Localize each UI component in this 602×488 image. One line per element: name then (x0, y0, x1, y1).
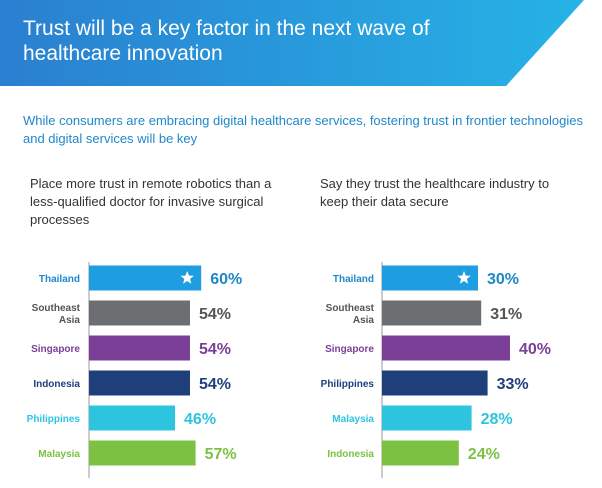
value-label: 54% (199, 306, 231, 323)
category-label: Malaysia (38, 449, 80, 460)
category-label: Southeast Asia (32, 303, 81, 326)
bar (89, 265, 202, 291)
page-subtitle: While consumers are embracing digital he… (23, 113, 583, 146)
category-label: Philippines (27, 414, 81, 425)
category-label: Singapore (325, 344, 374, 355)
value-label: 54% (199, 341, 231, 358)
bar (382, 335, 510, 361)
bar (382, 370, 488, 396)
bar (382, 440, 459, 466)
value-label: 33% (497, 376, 529, 393)
data-security-trust-chart: Thailand 30% Southeast Asia 31% Singapore 40% P… (321, 262, 551, 478)
bar (89, 405, 176, 431)
value-label: 57% (205, 446, 237, 463)
value-label: 60% (210, 271, 242, 288)
star-icon (180, 271, 194, 284)
chart-1-title: Place more trust in remote robotics than… (30, 176, 272, 227)
bar (89, 440, 196, 466)
value-label: 28% (481, 411, 513, 428)
value-label: 30% (487, 271, 519, 288)
bar (89, 335, 190, 361)
value-label: 46% (184, 411, 216, 428)
value-label: 54% (199, 376, 231, 393)
category-label: Singapore (31, 344, 80, 355)
bar (382, 300, 482, 326)
category-label: Indonesia (327, 449, 374, 460)
robotics-trust-chart: Thailand 60% Southeast Asia 54% Singapore 54% I… (27, 262, 242, 478)
star-icon (457, 271, 471, 284)
bar (89, 370, 190, 396)
category-label: Malaysia (332, 414, 374, 425)
value-label: 24% (468, 446, 500, 463)
bar (89, 300, 190, 326)
category-label: Indonesia (33, 379, 80, 390)
value-label: 40% (519, 341, 551, 358)
category-label: Thailand (39, 274, 80, 285)
category-label: Southeast Asia (326, 303, 375, 326)
category-label: Philippines (321, 379, 375, 390)
category-label: Thailand (333, 274, 374, 285)
bar (382, 405, 472, 431)
chart-2-title: Say they trust the healthcare industry t… (320, 176, 550, 209)
banner-shape (0, 0, 584, 86)
page-title: Trust will be a key factor in the next w… (23, 17, 430, 65)
header-banner: Trust will be a key factor in the next w… (0, 0, 602, 86)
value-label: 31% (490, 306, 522, 323)
